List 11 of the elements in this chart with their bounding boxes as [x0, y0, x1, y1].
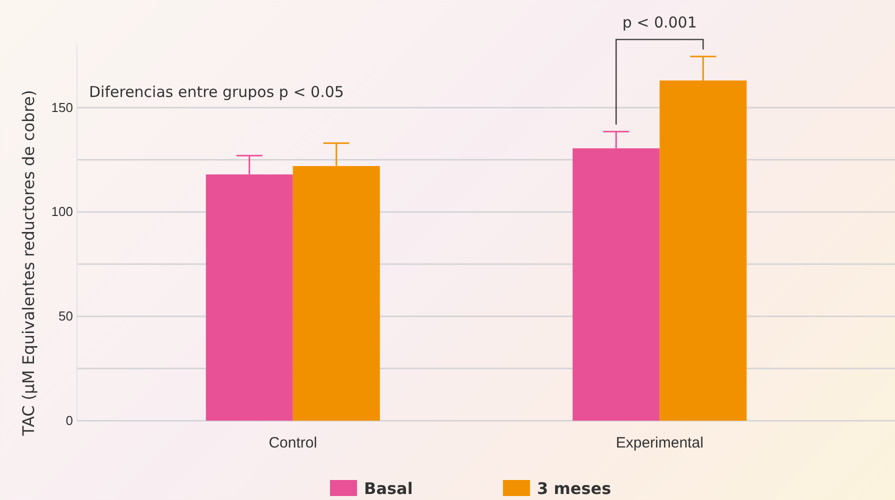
y-axis-title: TAC (µM Equivalentes reductores de cobre) [19, 90, 38, 437]
x-tick-label: Experimental [616, 434, 704, 452]
legend-label: 3 meses [537, 479, 612, 498]
y-tick-label: 0 [66, 412, 73, 428]
x-tick-label: Control [268, 434, 318, 452]
text: p < 0.001 [622, 13, 697, 32]
legend-label: Basal [364, 479, 413, 498]
y-tick-label: 150 [51, 100, 73, 115]
annotation: Diferencias entre grupos p < 0.05 [89, 83, 344, 101]
y-tick-label: 100 [51, 204, 73, 220]
y-tick-label: 50 [58, 308, 73, 324]
